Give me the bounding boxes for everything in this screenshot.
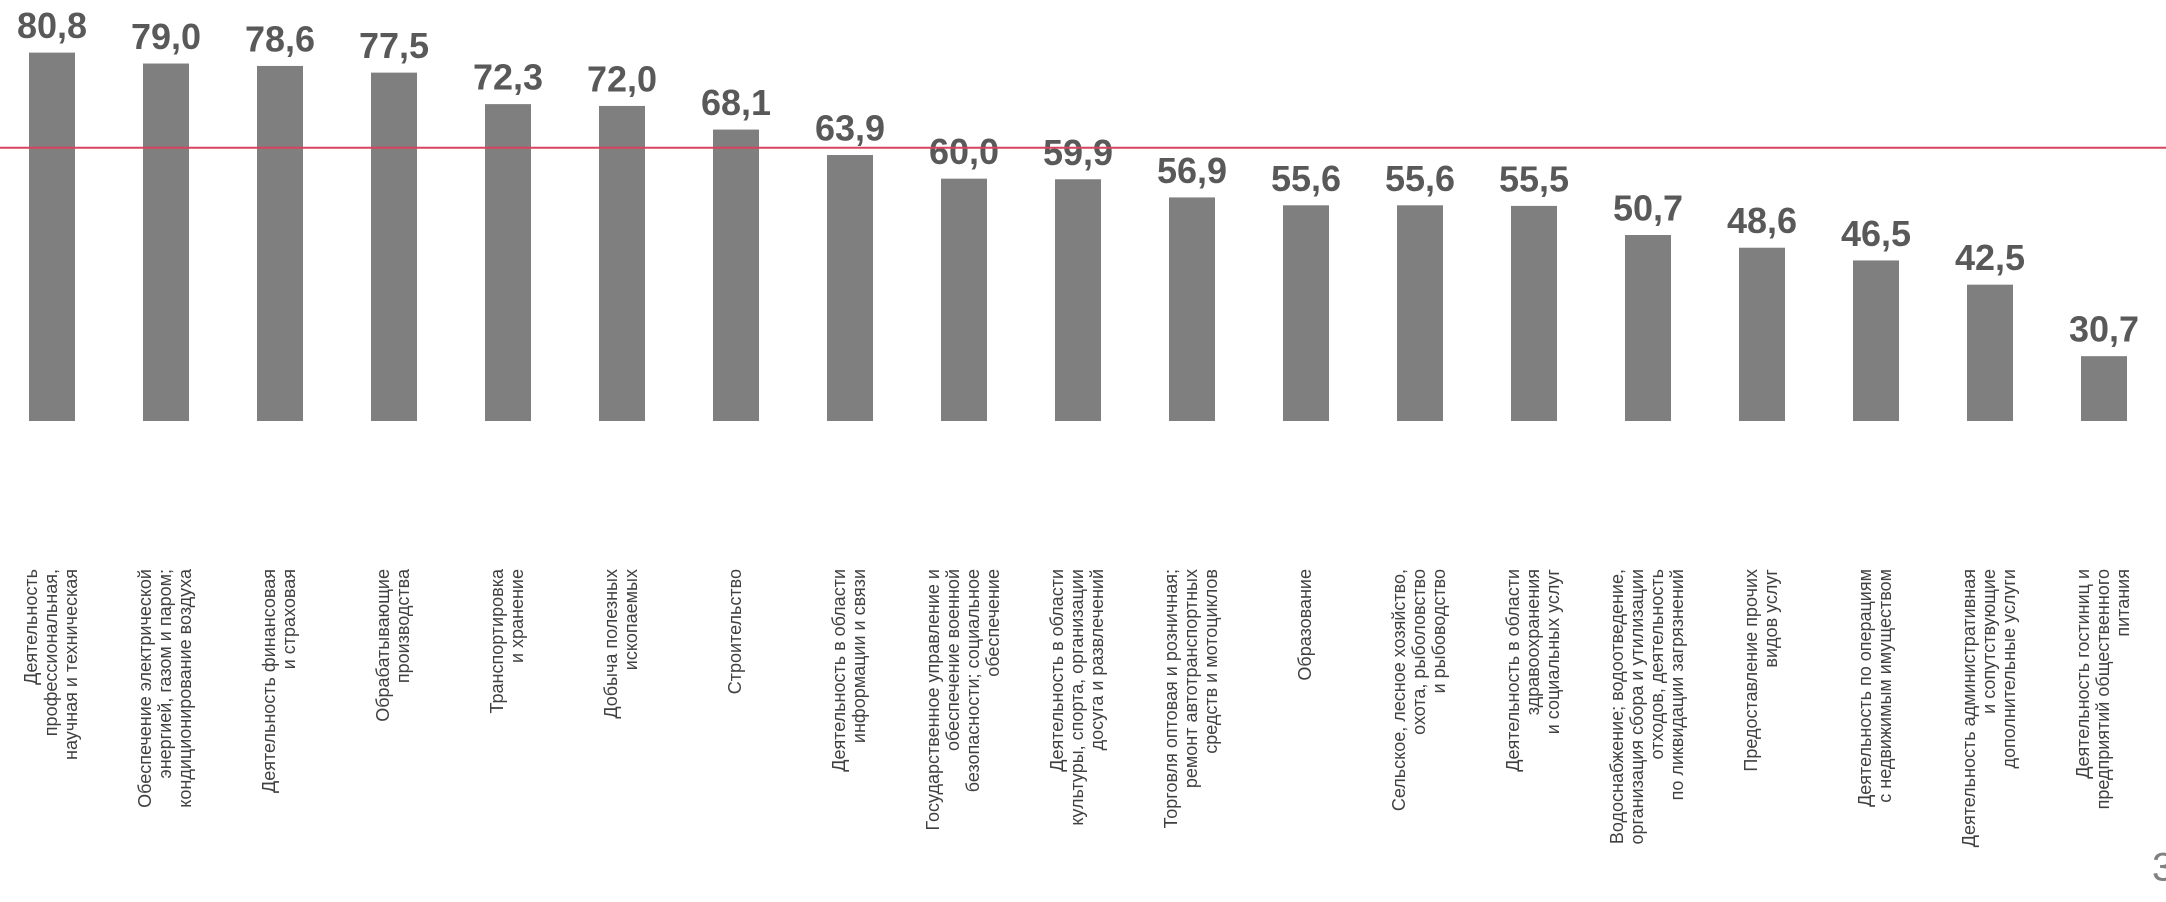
x-tick-label: предприятий общественного xyxy=(2093,569,2113,809)
value-label: 63,9 xyxy=(815,108,885,149)
bar xyxy=(941,178,987,421)
x-tick-label: Транспортировка xyxy=(487,568,507,713)
bar xyxy=(1169,197,1215,421)
x-tick-label: досуга и развлечений xyxy=(1087,569,1107,750)
x-tick-label: Деятельность гостиниц и xyxy=(2073,569,2093,779)
value-label: 48,6 xyxy=(1727,200,1797,241)
x-tick-label: Деятельность xyxy=(21,569,41,685)
value-label: 30,7 xyxy=(2069,309,2139,350)
x-tick-label: и рыбоводство xyxy=(1429,569,1449,693)
value-label: 80,8 xyxy=(17,5,87,46)
value-label: 46,5 xyxy=(1841,213,1911,254)
x-tick-label: Сельское, лесное хозяйство, xyxy=(1389,569,1409,811)
x-tick-label: Деятельность административная xyxy=(1959,569,1979,847)
bar xyxy=(599,105,645,422)
x-tick-label: Водоснабжение; водоотведение, xyxy=(1607,569,1627,844)
x-tick-label: Деятельность финансовая xyxy=(259,569,279,793)
x-tick-label: по ликвидации загрязнений xyxy=(1667,569,1687,800)
value-label: 59,9 xyxy=(1043,132,1113,173)
value-label: 79,0 xyxy=(131,16,201,57)
x-tick-label: обеспечение xyxy=(983,569,1003,677)
value-label: 42,5 xyxy=(1955,237,2025,278)
value-label: 56,9 xyxy=(1157,150,1227,191)
value-label: 72,3 xyxy=(473,57,543,98)
x-tick-label: Образование xyxy=(1295,569,1315,681)
value-label: 50,7 xyxy=(1613,188,1683,229)
x-tick-label: Деятельность в области xyxy=(829,569,849,772)
value-label: 68,1 xyxy=(701,82,771,123)
x-tick-label: производства xyxy=(393,568,413,683)
x-tick-label: дополнительные услуги xyxy=(1999,569,2019,769)
value-label: 60,0 xyxy=(929,131,999,172)
x-tick-label: и страховая xyxy=(279,569,299,669)
bar xyxy=(827,155,873,422)
x-tick-label: Добыча полезных xyxy=(601,569,621,719)
bar xyxy=(29,52,75,421)
bar xyxy=(371,72,417,421)
value-label: 55,6 xyxy=(1271,158,1341,199)
bar xyxy=(1625,234,1671,421)
x-tick-label: кондиционирование воздуха xyxy=(175,568,195,808)
bar xyxy=(1511,205,1557,421)
value-label: 78,6 xyxy=(245,18,315,59)
x-tick-label: и социальных услуг xyxy=(1543,569,1563,735)
x-tick-label: видов услуг xyxy=(1761,569,1781,668)
x-tick-label: здравоохранения xyxy=(1523,569,1543,715)
bar xyxy=(257,65,303,421)
x-tick-label: организация сбора и утилизации xyxy=(1627,569,1647,845)
x-tick-label: обеспечение военной xyxy=(943,569,963,751)
x-tick-label: культуры, спорта, организации xyxy=(1067,569,1087,826)
value-label: 55,5 xyxy=(1499,158,1569,199)
x-tick-label: ископаемых xyxy=(621,569,641,670)
value-label: 72,0 xyxy=(587,58,657,99)
x-tick-label: охота, рыболовство xyxy=(1409,569,1429,735)
bar xyxy=(143,63,189,421)
value-label: 77,5 xyxy=(359,25,429,66)
bar xyxy=(485,104,531,421)
x-tick-label: Деятельность в области xyxy=(1047,569,1067,772)
x-tick-label: Торговля оптовая и розничная; xyxy=(1161,569,1181,828)
bar xyxy=(1739,247,1785,421)
x-tick-label: и хранение xyxy=(507,569,527,663)
x-tick-label: Строительство xyxy=(725,569,745,694)
x-tick-label: и сопутствующие xyxy=(1979,569,1999,714)
bar xyxy=(2081,356,2127,421)
x-tick-label: питания xyxy=(2113,569,2133,637)
x-tick-label: Государственное управление и xyxy=(923,569,943,831)
x-tick-label: безопасности; социальное xyxy=(963,569,983,792)
x-tick-label: с недвижимым имуществом xyxy=(1875,569,1895,803)
value-label: 55,6 xyxy=(1385,158,1455,199)
bar xyxy=(1853,260,1899,421)
x-tick-label: энергией, газом и паром; xyxy=(155,569,175,778)
x-tick-label: Обрабатывающие xyxy=(373,569,393,722)
x-tick-label: Деятельность в области xyxy=(1503,569,1523,772)
x-tick-label: Предоставление прочих xyxy=(1741,569,1761,772)
x-tick-label: Деятельность по операциям xyxy=(1855,569,1875,807)
bar xyxy=(1967,284,2013,421)
bar xyxy=(1055,179,1101,421)
page-number: 3 xyxy=(2152,846,2166,890)
x-tick-label: отходов, деятельность xyxy=(1647,569,1667,760)
bar xyxy=(1397,205,1443,421)
x-tick-label: профессиональная, xyxy=(41,569,61,736)
x-tick-label: Обеспечение электрической xyxy=(135,569,155,808)
x-tick-label: средств и мотоциклов xyxy=(1201,569,1221,754)
bar xyxy=(1283,205,1329,421)
bar xyxy=(713,129,759,421)
x-tick-label: научная и техническая xyxy=(61,569,81,760)
x-tick-label: информации и связи xyxy=(849,569,869,743)
x-tick-label: ремонт автотранспортных xyxy=(1181,569,1201,788)
